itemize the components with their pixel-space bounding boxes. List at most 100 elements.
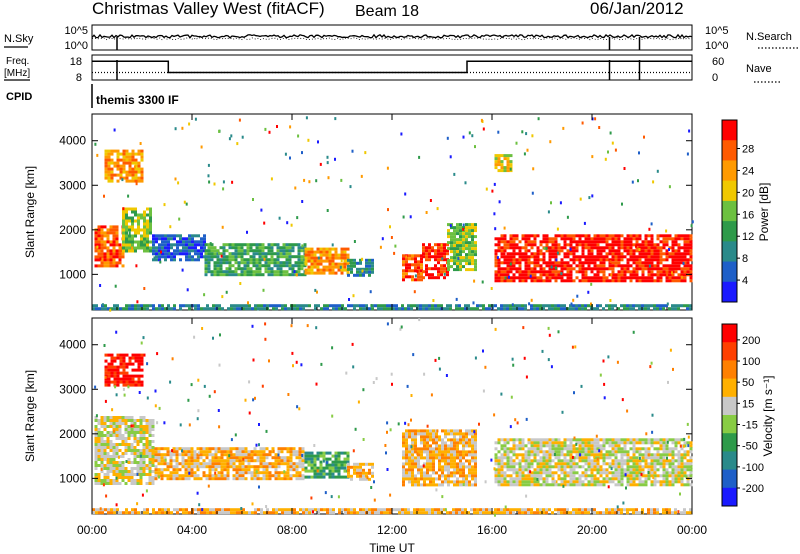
heatmap-cell (337, 475, 341, 479)
heatmap-cell (307, 475, 311, 479)
heatmap-cell (644, 450, 648, 454)
heatmap-cell (170, 234, 173, 238)
heatmap-cell (298, 474, 302, 478)
heatmap-cell (340, 253, 344, 257)
heatmap-cell (142, 443, 146, 446)
heatmap-cell (238, 450, 242, 454)
heatmap-cell (656, 447, 660, 451)
heatmap-cell (140, 152, 144, 156)
heatmap-cell (629, 307, 632, 311)
heatmap-cell (506, 154, 510, 158)
heatmap-cell (139, 479, 143, 482)
heatmap-cell (313, 457, 317, 461)
heatmap-cell (242, 304, 245, 308)
heatmap-cell (572, 258, 576, 262)
heatmap-cell (328, 457, 332, 461)
heatmap-cell (632, 480, 636, 484)
heatmap-cell (497, 240, 501, 244)
heatmap-cell (238, 465, 242, 469)
heatmap-cell (426, 477, 429, 481)
heatmap-cell (599, 304, 602, 308)
heatmap-cell (638, 234, 642, 238)
heatmap-cell (408, 432, 411, 436)
heatmap-cell (468, 247, 471, 251)
heatmap-cell (115, 464, 119, 467)
heatmap-cell (199, 456, 203, 460)
heatmap-cell (411, 459, 414, 463)
heatmap-cell (450, 232, 453, 236)
heatmap-cell (500, 255, 504, 259)
heatmap-cell (319, 271, 323, 275)
heatmap-cell (230, 304, 233, 308)
heatmap-cell (113, 128, 116, 132)
heatmap-cell (125, 158, 129, 162)
heatmap-cell (200, 240, 203, 244)
heatmap-cell (653, 246, 657, 250)
heatmap-cell (638, 480, 642, 484)
heatmap-cell (569, 459, 573, 463)
heatmap-cell (225, 290, 228, 294)
heatmap-cell (614, 148, 617, 152)
heatmap-cell (193, 471, 197, 475)
heatmap-cell (407, 304, 410, 308)
heatmap-cell (243, 258, 247, 262)
heatmap-cell (187, 474, 191, 478)
heatmap-cell (548, 273, 552, 277)
heatmap-cell (270, 270, 274, 274)
heatmap-cell (276, 270, 280, 274)
heatmap-cell (395, 307, 398, 311)
heatmap-cell (292, 465, 296, 469)
heatmap-cell (468, 259, 471, 263)
heatmap-cell (136, 443, 140, 446)
heatmap-cell (258, 246, 262, 250)
heatmap-cell (512, 243, 516, 247)
heatmap-cell (536, 304, 539, 308)
heatmap-cell (556, 251, 559, 255)
heatmap-cell (471, 474, 474, 478)
heatmap-cell (584, 483, 588, 487)
heatmap-cell (587, 438, 591, 442)
heatmap-cell (115, 428, 119, 431)
heatmap-cell (377, 304, 380, 308)
heatmap-cell (331, 463, 335, 467)
heatmap-cell (617, 249, 621, 253)
heatmap-cell (632, 477, 636, 481)
heatmap-cell (136, 452, 140, 455)
heatmap-cell (453, 256, 456, 260)
heatmap-cell (331, 253, 335, 257)
heatmap-cell (536, 261, 540, 265)
heatmap-cell (217, 471, 221, 475)
heatmap-cell (246, 267, 250, 271)
heatmap-cell (115, 461, 119, 464)
heatmap-cell (118, 252, 122, 256)
heatmap-cell (316, 271, 320, 275)
heatmap-cell (683, 462, 687, 466)
heatmap-cell (453, 444, 456, 448)
heatmap-cell (283, 459, 287, 463)
heatmap-cell (444, 465, 447, 469)
heatmap-cell (644, 264, 648, 268)
heatmap-cell (464, 307, 467, 311)
heatmap-cell (182, 304, 185, 308)
heatmap-cell (210, 243, 214, 247)
heatmap-cell (136, 470, 140, 473)
heatmap-cell (629, 438, 633, 442)
heatmap-cell (310, 454, 314, 458)
heatmap-cell (677, 264, 681, 268)
heatmap-cell (260, 208, 263, 212)
heatmap-cell (146, 228, 149, 232)
heatmap-cell (554, 264, 558, 268)
heatmap-cell (196, 474, 200, 478)
heatmap-cell (611, 264, 615, 268)
heatmap-cell (207, 258, 211, 262)
heatmap-cell (106, 437, 110, 440)
heatmap-cell (456, 226, 459, 230)
heatmap-cell (524, 483, 528, 487)
heatmap-cell (465, 226, 468, 230)
heatmap-cell (590, 480, 594, 484)
heatmap-cell (217, 447, 221, 451)
heatmap-cell (107, 164, 111, 168)
heatmap-cell (216, 249, 220, 253)
heatmap-cell (680, 275, 683, 279)
heatmap-cell (411, 474, 414, 478)
